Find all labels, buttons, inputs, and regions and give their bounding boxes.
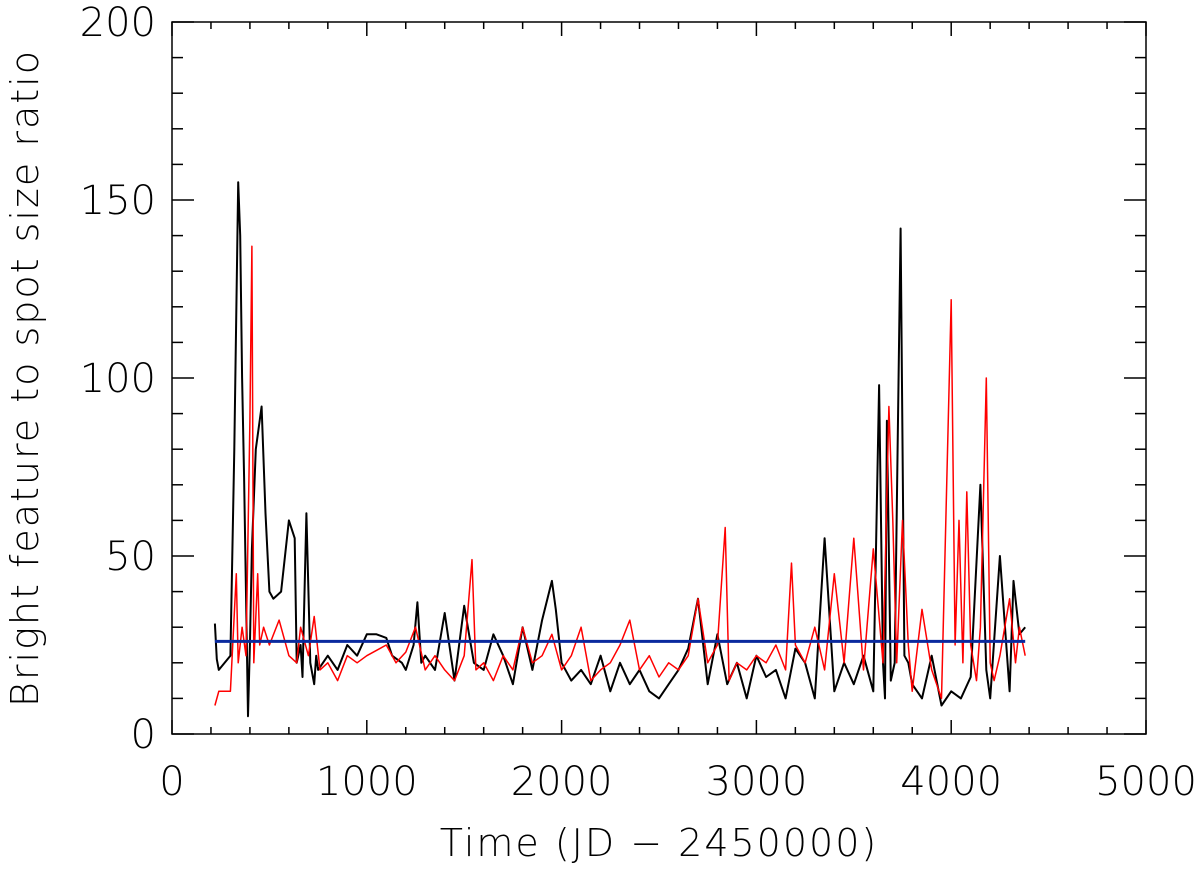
y-axis-label: Bright feature to spot size ratio bbox=[3, 49, 47, 707]
x-tick-label: 0 bbox=[159, 759, 184, 805]
x-tick-label: 3000 bbox=[706, 759, 808, 805]
x-axis-label: Time (JD − 2450000) bbox=[440, 821, 878, 865]
x-tick-label: 1000 bbox=[316, 759, 418, 805]
y-tick-label: 50 bbox=[105, 534, 156, 580]
y-tick-labels: 0 50 100 150 200 bbox=[80, 0, 156, 758]
series-line-1 bbox=[213, 181, 1026, 718]
x-tick-label: 2000 bbox=[511, 759, 613, 805]
x-tick-label: 4000 bbox=[900, 759, 1002, 805]
y-tick-label: 200 bbox=[80, 0, 156, 46]
x-tick-label: 5000 bbox=[1095, 759, 1197, 805]
axis-ticks bbox=[171, 21, 1147, 735]
x-tick-labels: 0 1000 2000 3000 4000 5000 bbox=[159, 759, 1197, 805]
y-tick-label: 150 bbox=[80, 178, 156, 224]
plot-frame bbox=[171, 21, 1147, 735]
y-tick-label: 0 bbox=[131, 712, 156, 758]
data-series bbox=[213, 181, 1026, 718]
y-tick-label: 100 bbox=[80, 356, 156, 402]
